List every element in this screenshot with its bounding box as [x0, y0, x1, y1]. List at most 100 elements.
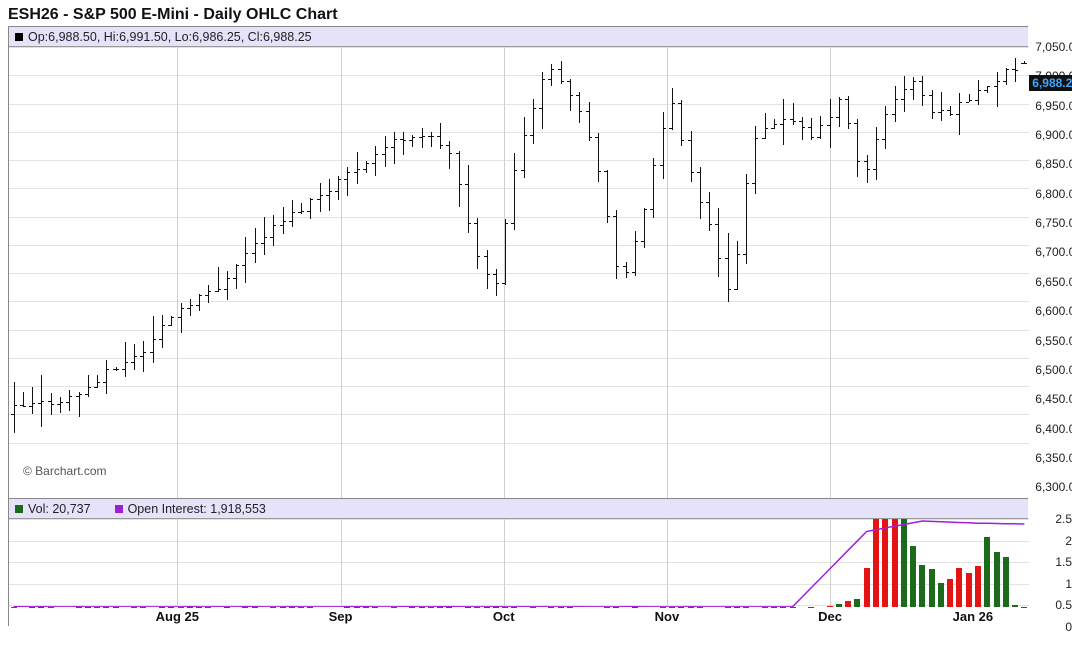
ohlc-open-tick — [845, 99, 848, 100]
ohlc-close-tick — [468, 223, 471, 224]
ohlc-close-tick — [978, 90, 981, 91]
x-axis-month-label: Oct — [493, 609, 515, 624]
ohlc-bar-vertical — [199, 294, 200, 311]
ohlc-bar-vertical — [227, 271, 228, 301]
ohlc-close-tick — [171, 317, 174, 318]
ohlc-bar-vertical — [579, 92, 580, 123]
ohlc-open-tick — [576, 95, 579, 96]
ohlc-open-tick — [29, 406, 32, 407]
ohlc-bar-vertical — [301, 203, 302, 214]
ohlc-close-tick — [385, 147, 388, 148]
ohlc-close-tick — [1006, 69, 1009, 70]
ohlc-open-tick — [493, 274, 496, 275]
x-axis-month-label: Dec — [818, 609, 842, 624]
volume-legend-item[interactable]: Vol: 20,737 — [9, 502, 91, 516]
ohlc-open-tick — [984, 90, 987, 91]
ohlc-bar-vertical — [978, 80, 979, 105]
ohlc-open-tick — [901, 99, 904, 100]
ohlc-close-tick — [746, 183, 749, 184]
ohlc-open-tick — [650, 209, 653, 210]
ohlc-close-tick — [338, 179, 341, 180]
ohlc-open-tick — [836, 117, 839, 118]
open-interest-swatch-icon — [115, 505, 123, 513]
ohlc-close-tick — [477, 256, 480, 257]
ohlc-open-tick — [270, 237, 273, 238]
ohlc-open-tick — [465, 184, 468, 185]
ohlc-open-tick — [854, 123, 857, 124]
ohlc-bar-vertical — [329, 179, 330, 211]
ohlc-close-tick — [60, 402, 63, 403]
ohlc-open-tick — [85, 394, 88, 395]
ohlc-bar-vertical — [505, 219, 506, 285]
ohlc-bar-vertical — [449, 141, 450, 170]
ohlc-open-tick — [521, 170, 524, 171]
open-interest-legend-item[interactable]: Open Interest: 1,918,553 — [109, 502, 266, 516]
ohlc-open-tick — [215, 291, 218, 292]
ohlc-open-tick — [929, 95, 932, 96]
ohlc-bar-vertical — [394, 132, 395, 164]
ohlc-close-tick — [718, 258, 721, 259]
ohlc-open-tick — [344, 179, 347, 180]
ohlc-close-tick — [913, 81, 916, 82]
ohlc-close-tick — [737, 254, 740, 255]
price-ohlc-text: Op:6,988.50, Hi:6,991.50, Lo:6,986.25, C… — [28, 30, 312, 44]
ohlc-bar-vertical — [644, 208, 645, 248]
x-axis-month-label: Jan 26 — [953, 609, 993, 624]
y-axis-tick-label: 6,650.00 — [1035, 275, 1072, 289]
ohlc-bar-vertical — [959, 93, 960, 134]
ohlc-open-tick — [307, 211, 310, 212]
ohlc-bar-vertical — [60, 397, 61, 413]
ohlc-open-tick — [317, 199, 320, 200]
ohlc-close-tick — [653, 165, 656, 166]
ohlc-bar-vertical — [746, 174, 747, 264]
ohlc-bar-vertical — [162, 315, 163, 347]
ohlc-bars-series — [9, 27, 1029, 479]
ohlc-close-tick — [997, 81, 1000, 82]
ohlc-close-tick — [922, 95, 925, 96]
price-legend-bar: Op:6,988.50, Hi:6,991.50, Lo:6,986.25, C… — [9, 27, 1028, 47]
ohlc-close-tick — [227, 278, 230, 279]
ohlc-open-tick — [326, 195, 329, 196]
ohlc-close-tick — [885, 114, 888, 115]
ohlc-close-tick — [264, 237, 267, 238]
copyright-watermark: © Barchart.com — [23, 464, 107, 478]
ohlc-bar-vertical — [171, 316, 172, 326]
ohlc-bar-vertical — [385, 136, 386, 167]
ohlc-close-tick — [394, 139, 397, 140]
ohlc-open-tick — [252, 253, 255, 254]
ohlc-bar-vertical — [941, 92, 942, 121]
ohlc-open-tick — [419, 137, 422, 138]
ohlc-close-tick — [32, 403, 35, 404]
volume-legend-bar: Vol: 20,737 Open Interest: 1,918,553 — [9, 499, 1028, 519]
ohlc-close-tick — [728, 289, 731, 290]
ohlc-bar-vertical — [718, 208, 719, 277]
ohlc-close-tick — [505, 223, 508, 224]
ohlc-open-tick — [159, 339, 162, 340]
ohlc-close-tick — [496, 283, 499, 284]
ohlc-bar-vertical — [997, 72, 998, 107]
ohlc-close-tick — [51, 404, 54, 405]
ohlc-open-tick — [586, 111, 589, 112]
ohlc-open-tick — [892, 114, 895, 115]
ohlc-open-tick — [669, 128, 672, 129]
ohlc-close-tick — [644, 209, 647, 210]
ohlc-open-tick — [530, 135, 533, 136]
ohlc-open-tick — [956, 114, 959, 115]
ohlc-close-tick — [88, 387, 91, 388]
ohlc-open-tick — [196, 305, 199, 306]
ohlc-open-tick — [354, 172, 357, 173]
ohlc-bar-vertical — [857, 119, 858, 177]
ohlc-close-tick — [1024, 63, 1027, 64]
ohlc-open-tick — [502, 283, 505, 284]
ohlc-bar-vertical — [663, 112, 664, 179]
ohlc-bar-vertical — [737, 241, 738, 290]
ohlc-bar-vertical — [69, 390, 70, 411]
ohlc-close-tick — [208, 291, 211, 292]
ohlc-bar-vertical — [88, 375, 89, 396]
ohlc-open-tick — [910, 89, 913, 90]
y-axis-tick-label: 6,800.00 — [1035, 187, 1072, 201]
ohlc-close-tick — [857, 161, 860, 162]
ohlc-close-tick — [626, 272, 629, 273]
ohlc-bar-vertical — [375, 146, 376, 176]
ohlc-open-tick — [178, 317, 181, 318]
